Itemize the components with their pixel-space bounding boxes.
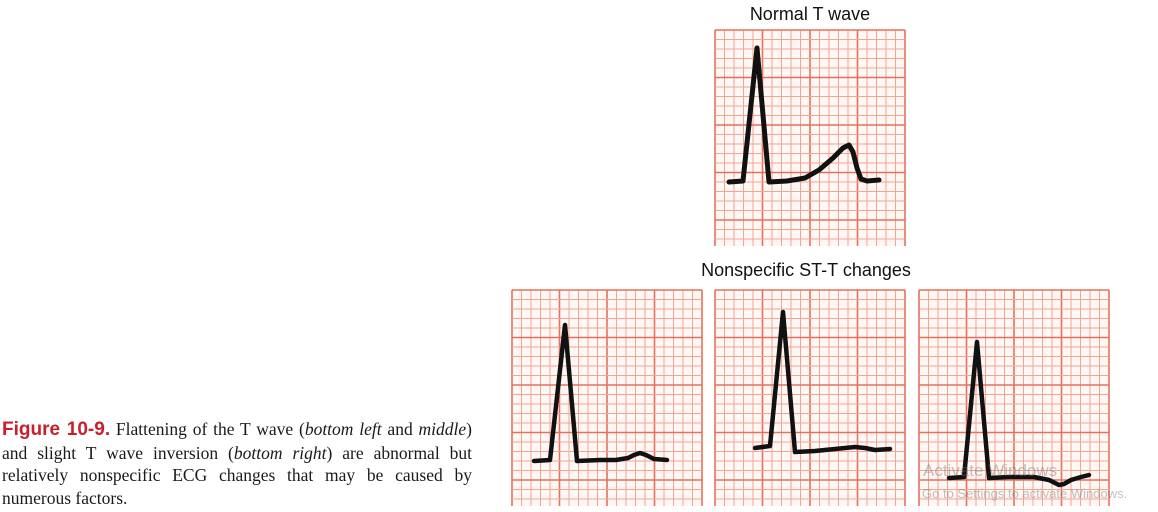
- ecg-trace-normal: [726, 45, 882, 185]
- caption-text-1: Flattening of the T wave (: [110, 419, 305, 439]
- caption-text-3: ) and slight T wave inversion (: [2, 419, 472, 463]
- nonspecific-st-t-title: Nonspecific ST-T changes: [701, 260, 911, 280]
- ecg-trace-bottom-right: [946, 339, 1092, 488]
- ecg-trace-bottom-middle: [752, 309, 893, 455]
- caption-text-2: and: [381, 419, 419, 439]
- ecg-trace-bottom-left: [531, 322, 670, 464]
- ecg-panel-bottom-right: [918, 289, 1110, 506]
- figure-caption: Figure 10-9. Flattening of the T wave (b…: [2, 418, 472, 509]
- activate-windows-subtitle: Go to Settings to activate Windows.: [922, 486, 1128, 501]
- caption-italic-bottom-right: bottom right: [233, 442, 327, 463]
- ecg-panel-bottom-middle: [714, 289, 906, 506]
- activate-windows-title: Activate Windows: [923, 461, 1058, 480]
- caption-italic-middle: middle: [418, 419, 467, 439]
- figure-label: Figure 10-9.: [2, 419, 111, 440]
- ecg-panel-bottom-left: [511, 289, 703, 506]
- ecg-panel-normal: [714, 29, 906, 246]
- caption-italic-bottom-left: bottom left: [304, 419, 382, 439]
- normal-t-wave-title: Normal T wave: [749, 4, 871, 24]
- caption-text-4: ) are abnormal but relatively nonspecifi…: [2, 442, 473, 508]
